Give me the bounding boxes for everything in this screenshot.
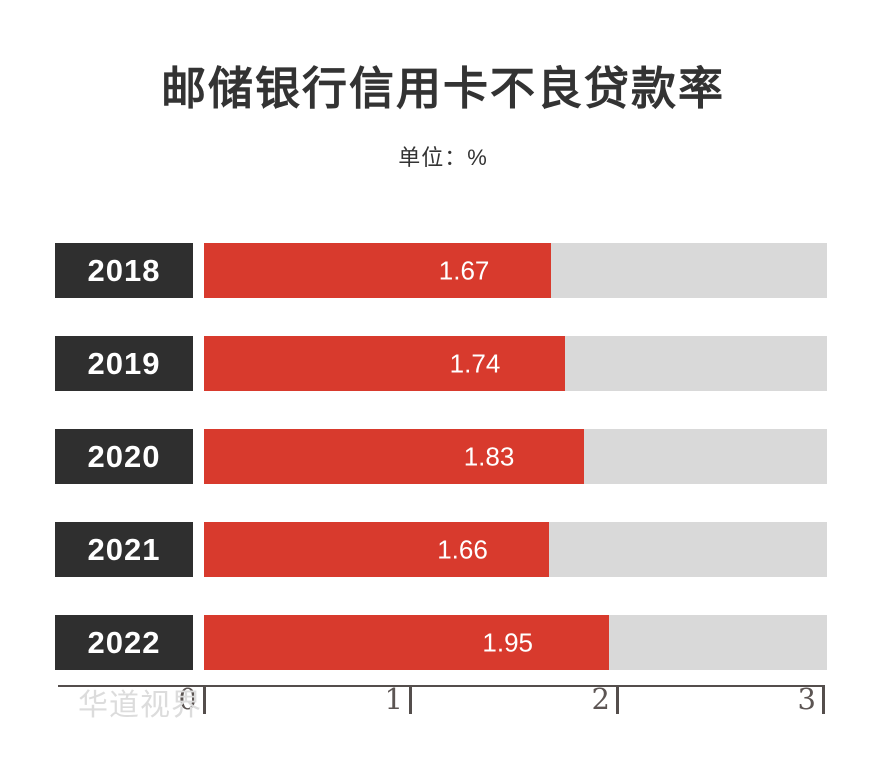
x-axis-tick-label-1: 1	[384, 682, 403, 716]
year-label-2022: 2022	[55, 615, 193, 670]
bar-value-label: 1.67	[438, 255, 490, 285]
x-axis-tick-label-3: 3	[797, 682, 816, 716]
x-axis-tick-1	[409, 685, 412, 714]
x-axis-tick-label-0: 0	[178, 682, 197, 716]
bar-fill: 1.66	[204, 522, 549, 577]
bar-rows: 2018 1.67 2019 1.74 2020 1.83	[0, 243, 886, 708]
bar-value-label: 1.83	[463, 441, 515, 471]
bar-track: 1.67	[204, 243, 827, 298]
year-label-2020: 2020	[55, 429, 193, 484]
x-axis-tick-2	[616, 685, 619, 714]
bar-value-label: 1.95	[482, 627, 534, 657]
x-axis-tick-label-2: 2	[591, 682, 610, 716]
bar-fill: 1.95	[204, 615, 609, 670]
x-axis-line	[58, 685, 825, 687]
bar-row-2020: 2020 1.83	[0, 429, 886, 484]
bar-row-2021: 2021 1.66	[0, 522, 886, 577]
bar-fill: 1.74	[204, 336, 566, 391]
bar-track: 1.95	[204, 615, 827, 670]
bar-row-2022: 2022 1.95	[0, 615, 886, 670]
year-label-2019: 2019	[55, 336, 193, 391]
year-label-2018: 2018	[55, 243, 193, 298]
x-axis-tick-0	[203, 685, 206, 714]
bar-value-label: 1.74	[449, 348, 501, 378]
bar-fill: 1.83	[204, 429, 585, 484]
bar-row-2018: 2018 1.67	[0, 243, 886, 298]
watermark: 华道视界	[78, 689, 202, 722]
bar-track: 1.66	[204, 522, 827, 577]
bar-track: 1.83	[204, 429, 827, 484]
bar-fill: 1.67	[204, 243, 551, 298]
x-axis-tick-3	[822, 685, 825, 714]
year-label-2021: 2021	[55, 522, 193, 577]
chart-title: 邮储银行信用卡不良贷款率	[160, 63, 725, 114]
bar-row-2019: 2019 1.74	[0, 336, 886, 391]
bar-track: 1.74	[204, 336, 827, 391]
bar-value-label: 1.66	[437, 534, 488, 564]
chart-subtitle: 单位：%	[398, 145, 488, 170]
